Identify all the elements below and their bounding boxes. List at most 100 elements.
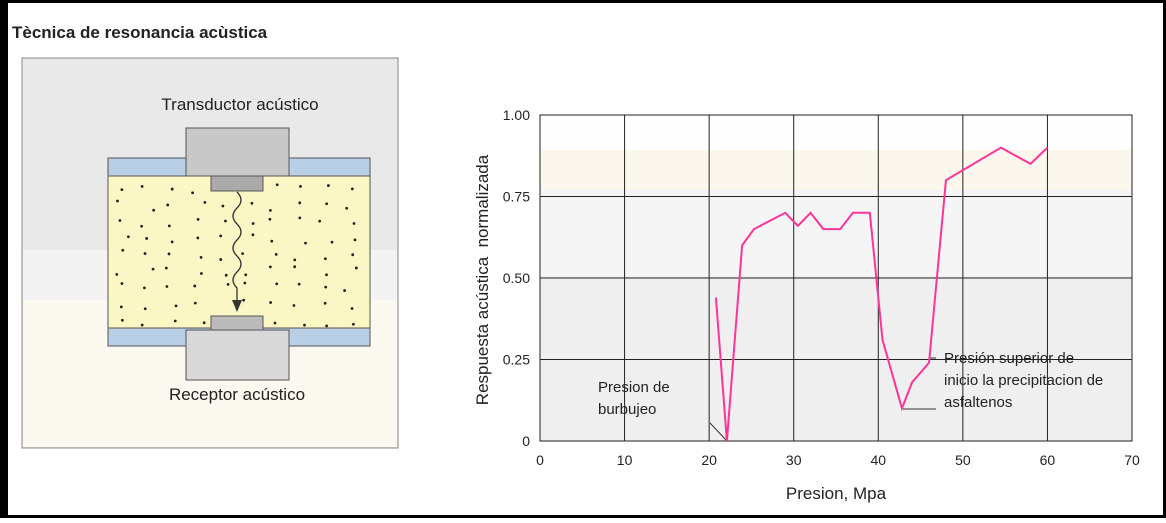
particle: [121, 248, 125, 252]
plot-border: [539, 114, 1133, 442]
particle: [353, 238, 357, 242]
particle: [143, 252, 147, 255]
chart: 0 10 20 30 40 50 60 70 0 0.25 0.50 0.75 1.00 Presion,…: [473, 107, 1140, 503]
particle: [325, 324, 329, 328]
particle: [351, 322, 355, 326]
particle: [352, 222, 356, 225]
y-tick-label: 0.50: [503, 270, 530, 286]
particle: [323, 257, 327, 261]
wave: [232, 191, 242, 306]
particle: [241, 252, 244, 255]
particle: [304, 241, 307, 245]
particle: [325, 202, 329, 206]
particle: [170, 240, 174, 244]
particle: [275, 282, 279, 286]
particle: [275, 183, 279, 187]
left-edge: [0, 0, 8, 518]
particle: [323, 301, 327, 305]
diagram-label: Receptor acústico: [169, 385, 305, 404]
particle: [354, 266, 358, 270]
particle: [270, 239, 274, 243]
transducer: [185, 127, 290, 177]
x-tick-label: 30: [786, 452, 802, 468]
particle: [251, 222, 255, 225]
annotation: Presión superior de: [944, 350, 1074, 367]
particle: [167, 224, 171, 228]
x-tick-label: 40: [870, 452, 886, 468]
particle: [202, 321, 206, 325]
particle: [224, 273, 228, 277]
particle: [203, 200, 207, 204]
particle: [293, 265, 297, 269]
particle: [345, 206, 349, 210]
particle: [303, 323, 306, 327]
particle: [273, 321, 277, 325]
particle: [219, 234, 223, 238]
x-tick-label: 70: [1124, 452, 1140, 468]
particle: [324, 285, 328, 289]
particle: [173, 319, 177, 323]
y-axis-label: Respuesta acústica normalizada: [473, 154, 492, 405]
particle: [250, 201, 254, 205]
particles: [115, 183, 358, 328]
x-tick-label: 20: [701, 452, 717, 468]
particle: [140, 323, 144, 327]
x-tick-label: 60: [1040, 452, 1056, 468]
particle: [193, 301, 197, 305]
annotation: burbujeo: [598, 401, 656, 418]
particle: [140, 224, 144, 228]
particle: [268, 217, 272, 221]
particle: [243, 281, 247, 285]
particle: [327, 184, 330, 187]
particle: [224, 219, 227, 223]
transducer-tip: [210, 175, 264, 192]
particle: [140, 185, 144, 188]
particle: [343, 289, 347, 292]
diagram-label: Transductor acústico: [161, 95, 318, 114]
particle: [292, 304, 296, 307]
annotation: Presion de: [598, 379, 670, 396]
particle: [166, 203, 170, 207]
page-title: Tècnica de resonancia acùstica: [12, 23, 268, 42]
particle: [199, 255, 203, 259]
particle: [151, 267, 155, 271]
particle: [226, 282, 230, 286]
particle: [199, 272, 203, 275]
plot-band: [540, 190, 1132, 276]
particle: [251, 233, 255, 237]
x-tick-label: 0: [536, 452, 544, 468]
plot-band: [540, 150, 1132, 190]
particle: [196, 236, 200, 240]
particle: [145, 237, 149, 240]
particle: [350, 307, 354, 310]
particle: [143, 286, 146, 290]
particle: [318, 219, 322, 223]
particle: [242, 298, 246, 302]
particle: [120, 318, 124, 322]
particle: [120, 282, 124, 285]
particle: [293, 258, 297, 262]
particle: [118, 219, 122, 222]
annotation-pointer: [709, 422, 728, 442]
particle: [351, 253, 355, 257]
x-tick-label: 10: [617, 452, 633, 468]
particle: [143, 307, 147, 311]
x-axis-label: Presion, Mpa: [786, 484, 887, 503]
particle: [268, 208, 272, 212]
particle: [350, 187, 354, 191]
particle: [193, 284, 197, 288]
y-tick-label: 1.00: [503, 107, 530, 123]
particle: [164, 266, 168, 270]
particle: [298, 201, 302, 205]
receiver-tip: [210, 315, 264, 331]
particle: [274, 253, 278, 256]
particle: [174, 304, 178, 308]
particle: [297, 282, 301, 286]
particle: [165, 285, 169, 288]
particle: [219, 258, 223, 261]
particle: [330, 240, 334, 244]
y-tick-label: 0.75: [503, 189, 530, 205]
particle: [196, 217, 200, 221]
particle: [115, 273, 119, 276]
